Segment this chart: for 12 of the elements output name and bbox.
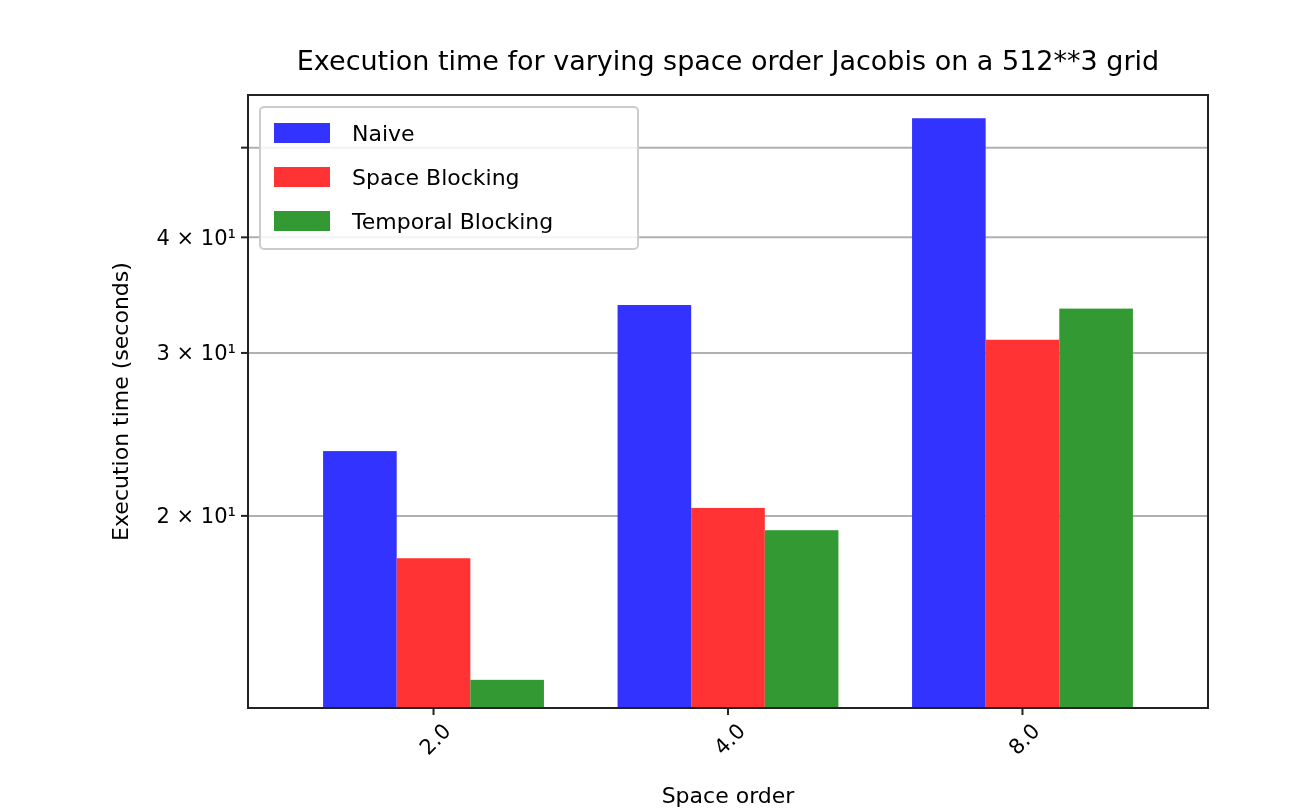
x-tick-label: 2.0: [414, 718, 456, 760]
chart-title: Execution time for varying space order Jacobis on a 512**3 grid: [296, 45, 1160, 76]
y-tick-label: 4 × 10¹: [156, 225, 236, 250]
y-tick-label: 3 × 10¹: [156, 341, 236, 366]
x-tick-label: 8.0: [1003, 718, 1045, 760]
x-axis-title: Space order: [661, 783, 796, 808]
legend-label: Naive: [352, 120, 415, 146]
legend-label: Temporal Blocking: [351, 208, 554, 234]
legend-label: Space Blocking: [352, 164, 520, 190]
x-tick-label: 4.0: [709, 718, 750, 760]
y-axis-title: Execution time (seconds): [108, 262, 133, 541]
y-tick-label: 2 × 10¹: [156, 504, 236, 529]
